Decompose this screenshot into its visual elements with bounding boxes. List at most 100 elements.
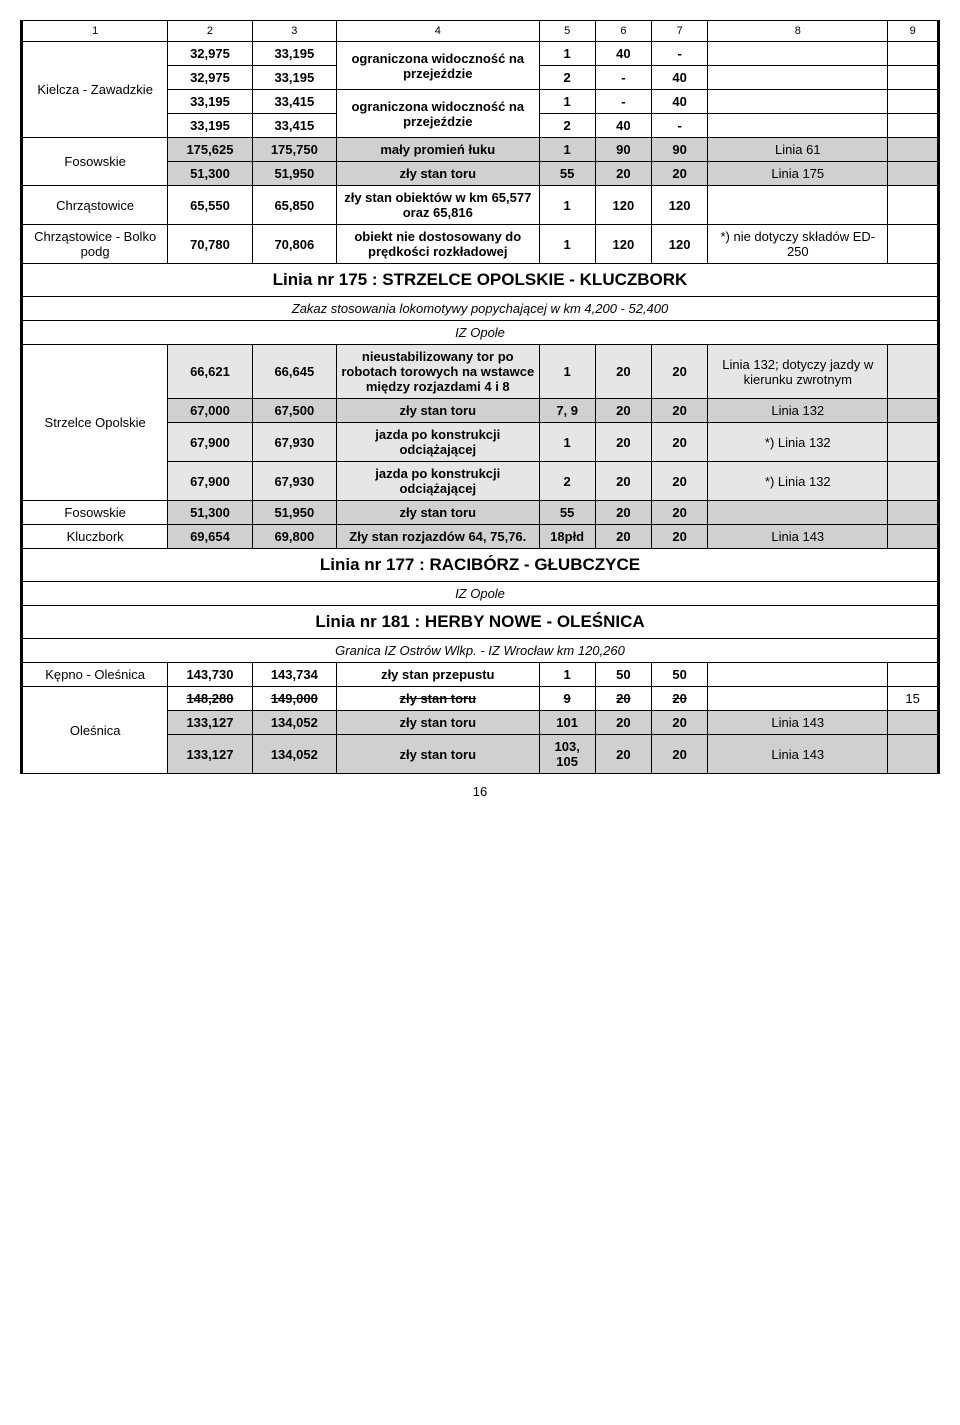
cell: 33,415 — [252, 114, 336, 138]
cell — [888, 525, 939, 549]
cell: 2 — [539, 66, 595, 90]
h7: 7 — [652, 21, 708, 42]
cell: ograniczona widoczność na przejeździe — [337, 90, 540, 138]
cell: 20 — [595, 687, 651, 711]
title: Linia nr 175 : STRZELCE OPOLSKIE - KLUCZ… — [22, 264, 939, 297]
cell: - — [595, 90, 651, 114]
h5: 5 — [539, 21, 595, 42]
cell: 51,950 — [252, 162, 336, 186]
cell: 120 — [652, 186, 708, 225]
cell: 66,621 — [168, 345, 252, 399]
cell: 67,930 — [252, 423, 336, 462]
h6: 6 — [595, 21, 651, 42]
table-row: Kępno - Oleśnica 143,730 143,734 zły sta… — [22, 663, 939, 687]
cell: 20 — [652, 501, 708, 525]
section-177: Linia nr 177 : RACIBÓRZ - GŁUBCZYCE — [22, 549, 939, 582]
cell: 67,930 — [252, 462, 336, 501]
cell — [888, 462, 939, 501]
cell: 33,195 — [168, 90, 252, 114]
cell: 20 — [595, 525, 651, 549]
sub-181: Granica IZ Ostrów Wlkp. - IZ Wrocław km … — [22, 639, 939, 663]
section-175: Linia nr 175 : STRZELCE OPOLSKIE - KLUCZ… — [22, 264, 939, 297]
cell: 67,900 — [168, 423, 252, 462]
cell: 148,280 — [168, 687, 252, 711]
cell — [888, 735, 939, 774]
cell: mały promień łuku — [337, 138, 540, 162]
sub: Zakaz stosowania lokomotywy popychającej… — [22, 297, 939, 321]
h9: 9 — [888, 21, 939, 42]
h4: 4 — [337, 21, 540, 42]
table-row: Strzelce Opolskie 66,621 66,645 nieustab… — [22, 345, 939, 399]
cell: 20 — [652, 399, 708, 423]
cell: 18płd — [539, 525, 595, 549]
cell: 120 — [652, 225, 708, 264]
cell: 69,800 — [252, 525, 336, 549]
cell — [888, 663, 939, 687]
cell: 69,654 — [168, 525, 252, 549]
cell: 134,052 — [252, 735, 336, 774]
cell — [888, 345, 939, 399]
cell: 90 — [652, 138, 708, 162]
cell: 32,975 — [168, 42, 252, 66]
cell — [888, 42, 939, 66]
table-row: Kluczbork 69,654 69,800 Zły stan rozjazd… — [22, 525, 939, 549]
cell: 20 — [595, 162, 651, 186]
cell: 20 — [595, 501, 651, 525]
table-row: Chrząstowice 65,550 65,850 zły stan obie… — [22, 186, 939, 225]
cell: zły stan toru — [337, 162, 540, 186]
cell: 7, 9 — [539, 399, 595, 423]
title: Linia nr 177 : RACIBÓRZ - GŁUBCZYCE — [22, 549, 939, 582]
cell — [888, 186, 939, 225]
sub: Granica IZ Ostrów Wlkp. - IZ Wrocław km … — [22, 639, 939, 663]
iz-175: IZ Opole — [22, 321, 939, 345]
cell: - — [652, 42, 708, 66]
cell: - — [652, 114, 708, 138]
cell: Linia 143 — [708, 525, 888, 549]
cell: zły stan toru — [337, 501, 540, 525]
olesnica-label: Oleśnica — [22, 687, 168, 774]
cell — [888, 399, 939, 423]
cell — [888, 711, 939, 735]
cell: zły stan toru — [337, 735, 540, 774]
cell: 15 — [888, 687, 939, 711]
iz: IZ Opole — [22, 321, 939, 345]
h8: 8 — [708, 21, 888, 42]
chrzastowice-label: Chrząstowice — [22, 186, 168, 225]
cell: 103, 105 — [539, 735, 595, 774]
cell: 1 — [539, 138, 595, 162]
section-181: Linia nr 181 : HERBY NOWE - OLEŚNICA — [22, 606, 939, 639]
cell: Linia 132; dotyczy jazdy w kierunku zwro… — [708, 345, 888, 399]
cell: 133,127 — [168, 735, 252, 774]
cell — [888, 423, 939, 462]
cell: 149,000 — [252, 687, 336, 711]
cell — [888, 501, 939, 525]
sub-175: Zakaz stosowania lokomotywy popychającej… — [22, 297, 939, 321]
cell: Linia 143 — [708, 711, 888, 735]
cell — [888, 66, 939, 90]
cell: 20 — [652, 735, 708, 774]
cell — [708, 663, 888, 687]
cell: 51,300 — [168, 162, 252, 186]
cell: 20 — [595, 711, 651, 735]
iz: IZ Opole — [22, 582, 939, 606]
fosowskie2-label: Fosowskie — [22, 501, 168, 525]
cell: 143,734 — [252, 663, 336, 687]
cell: zły stan toru — [337, 711, 540, 735]
kielcza-label: Kielcza - Zawadzkie — [22, 42, 168, 138]
cell: jazda po konstrukcji odciążającej — [337, 462, 540, 501]
title: Linia nr 181 : HERBY NOWE - OLEŚNICA — [22, 606, 939, 639]
cell: 2 — [539, 462, 595, 501]
cell: 20 — [652, 462, 708, 501]
cell: 67,900 — [168, 462, 252, 501]
cell — [888, 225, 939, 264]
cell — [708, 42, 888, 66]
h2: 2 — [168, 21, 252, 42]
cell: 50 — [652, 663, 708, 687]
cell: 120 — [595, 225, 651, 264]
h3: 3 — [252, 21, 336, 42]
cell: 9 — [539, 687, 595, 711]
cell: 40 — [652, 90, 708, 114]
cell: 67,000 — [168, 399, 252, 423]
cell: 33,415 — [252, 90, 336, 114]
cell: 134,052 — [252, 711, 336, 735]
